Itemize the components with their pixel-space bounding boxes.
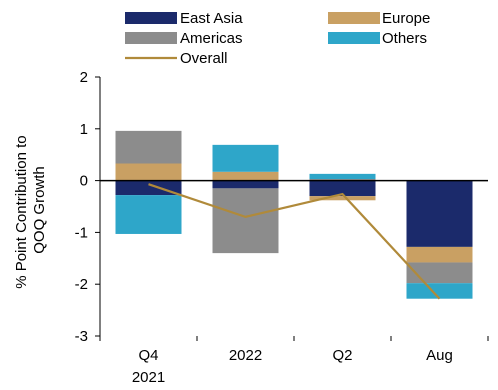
legend-swatch-others (328, 32, 380, 44)
bar-others (406, 283, 473, 299)
bar-east-asia (212, 180, 279, 189)
bar-americas (406, 262, 473, 284)
x-tick-label: 2022 (229, 347, 262, 364)
legend: East Asia Europe Americas Others Overall (125, 10, 430, 67)
x-tick-label: Q4 2021 (132, 347, 165, 386)
bar-americas (309, 179, 376, 181)
y-tick-label: 1 (80, 121, 88, 138)
y-axis-title-line-2: QOQ Growth (31, 166, 48, 254)
y-tick-label: 0 (80, 173, 88, 190)
x-tick-label-line: Q2 (332, 347, 352, 364)
bar-europe (115, 163, 182, 181)
legend-label-east-asia: East Asia (180, 10, 243, 27)
bar-europe (309, 196, 376, 201)
bar-europe (212, 171, 279, 181)
line-overall (148, 183, 441, 300)
x-tick-label: Aug (426, 347, 453, 364)
bar-others (115, 195, 182, 234)
legend-label-overall: Overall (180, 50, 228, 67)
bar-east-asia (309, 180, 376, 197)
legend-swatch-europe (328, 12, 380, 24)
legend-label-others: Others (382, 30, 427, 47)
legend-swatch-americas (125, 32, 177, 44)
plot-area: -3 -2 -1 0 1 2 Q4 2021 2022 Q2 Aug (75, 69, 489, 386)
x-tick-label: Q2 (332, 347, 352, 364)
bar-others (212, 144, 279, 172)
x-tick-label-line: 2021 (132, 369, 165, 386)
bar-europe (406, 246, 473, 263)
legend-label-americas: Americas (180, 30, 243, 47)
y-axis-title: % Point Contribution to QOQ Growth (13, 131, 48, 289)
bar-americas (212, 188, 279, 254)
x-tick-label-line: 2022 (229, 347, 262, 364)
bar-others (309, 173, 376, 180)
bar-east-asia (406, 180, 473, 247)
x-tick-label-line: Q4 (138, 347, 158, 364)
bar-east-asia (115, 180, 182, 196)
y-axis-title-line-1: % Point Contribution to (13, 135, 30, 288)
y-tick-label: 2 (80, 69, 88, 86)
legend-swatch-east-asia (125, 12, 177, 24)
y-tick-label: -2 (75, 276, 88, 293)
y-tick-label: -3 (75, 328, 88, 345)
legend-label-europe: Europe (382, 10, 430, 27)
y-tick-label: -1 (75, 224, 88, 241)
bar-americas (115, 130, 182, 164)
x-tick-label-line: Aug (426, 347, 453, 364)
